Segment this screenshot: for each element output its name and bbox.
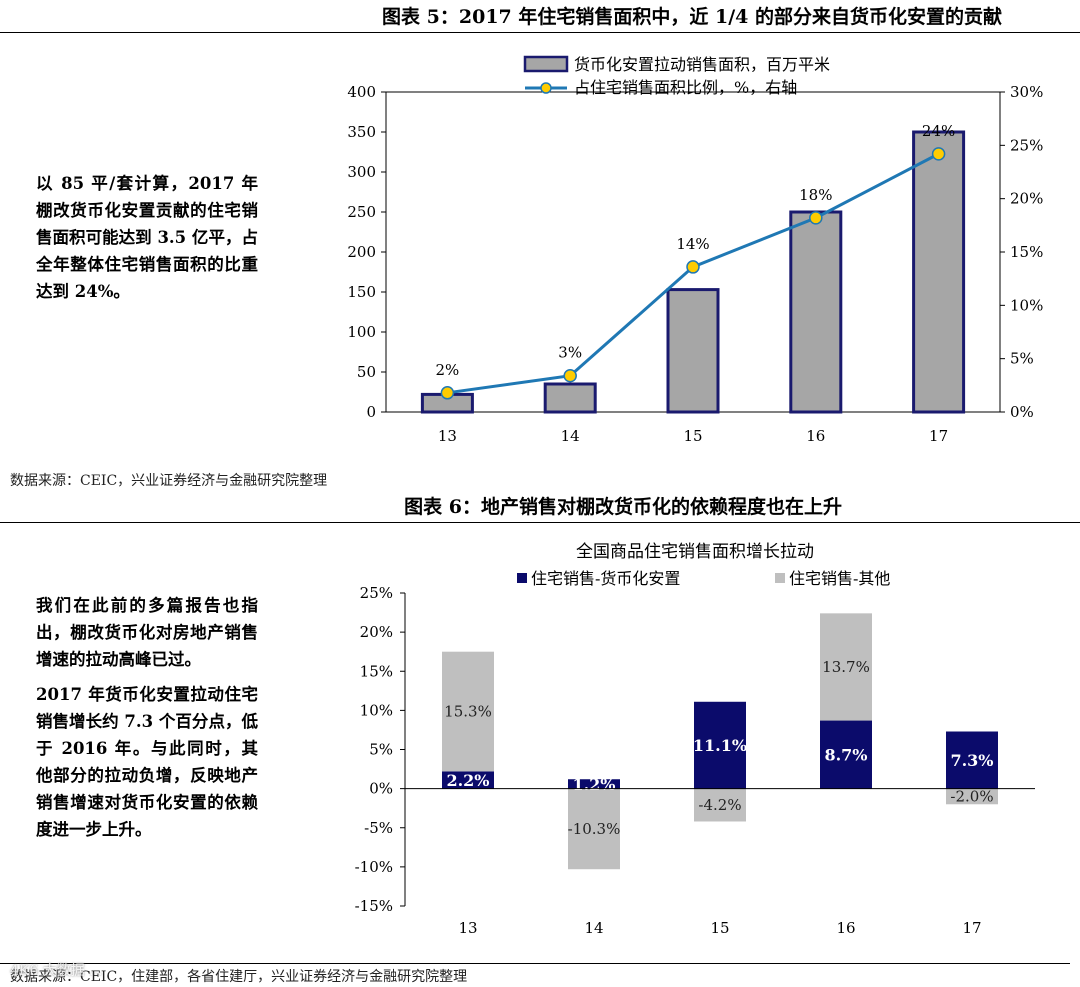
bar-other-17 xyxy=(946,788,998,805)
bar-other-14 xyxy=(568,788,620,870)
y-left-tick-label: 350 xyxy=(347,123,376,141)
figure5-header: 图表 5：2017 年住宅销售面积中，近 1/4 的部分来自货币化安置的贡献 xyxy=(0,0,1080,33)
ratio-label: 24% xyxy=(922,122,955,140)
label-hmr: 2.2% xyxy=(446,771,489,790)
label-other: 13.7% xyxy=(822,658,870,676)
bar-other-16 xyxy=(820,613,872,721)
y-tick-label: -15% xyxy=(355,897,393,915)
watermark-logo: 4K6 大数据 ... xyxy=(10,963,103,979)
x-tick-label: 17 xyxy=(962,919,981,937)
x-tick-label: 13 xyxy=(458,919,477,937)
y-tick-label: 5% xyxy=(369,741,393,759)
x-tick-label: 14 xyxy=(584,919,603,937)
x-tick-label: 16 xyxy=(806,427,825,445)
legend-label-other: 住宅销售-其他 xyxy=(789,569,890,588)
y-right-tick-label: 10% xyxy=(1010,296,1043,314)
legend-swatch-hmr xyxy=(517,573,527,583)
y-left-tick-label: 300 xyxy=(347,163,376,181)
y-tick-label: 15% xyxy=(360,662,393,680)
y-left-tick-label: 100 xyxy=(347,323,376,341)
ratio-label: 3% xyxy=(558,344,582,362)
ratio-point xyxy=(440,386,455,400)
y-right-tick-label: 15% xyxy=(1010,243,1043,261)
legend-bar-swatch xyxy=(523,55,569,73)
x-tick-label: 13 xyxy=(438,427,457,445)
y-tick-label: 0% xyxy=(369,780,393,798)
bar-hmr-16 xyxy=(820,720,872,789)
y-right-tick-label: 0% xyxy=(1010,403,1034,421)
legend-label-hmr: 住宅销售-货币化安置 xyxy=(531,569,680,588)
y-left-tick-label: 50 xyxy=(357,363,376,381)
y-right-tick-label: 30% xyxy=(1010,83,1043,101)
label-hmr: 8.7% xyxy=(824,746,867,765)
bar-other-15 xyxy=(694,788,746,822)
legend-swatch-other xyxy=(775,573,785,583)
label-hmr: 7.3% xyxy=(950,751,993,770)
y-right-tick-label: 20% xyxy=(1010,190,1043,208)
y-left-tick-label: 0 xyxy=(366,403,376,421)
ratio-label: 14% xyxy=(676,235,709,253)
figure5-chart: 0 50 100 150 200 250 300 350 400 0% 5% 10% 15% 20% 25%… xyxy=(347,55,1043,445)
legend-line-label: 占住宅销售面积比例，%，右轴 xyxy=(574,78,797,97)
bar-hmr-13 xyxy=(442,771,494,789)
bar-15 xyxy=(666,288,720,414)
figure6-source: 数据来源：CEIC，住建部，各省住建厅，兴业证券经济与金融研究院整理 xyxy=(0,963,1070,986)
label-other: -2.0% xyxy=(950,787,993,805)
bar-17 xyxy=(912,130,966,414)
y-left-tick-label: 400 xyxy=(347,83,376,101)
x-tick-label: 17 xyxy=(929,427,948,445)
figure5-source: 数据来源：CEIC，兴业证券经济与金融研究院整理 xyxy=(10,473,328,489)
legend-line-marker xyxy=(540,82,552,94)
bar-hmr-14 xyxy=(568,779,620,789)
legend-bar-label: 货币化安置拉动销售面积，百万平米 xyxy=(574,55,830,74)
x-tick-label: 16 xyxy=(836,919,855,937)
ratio-point xyxy=(686,260,700,274)
label-hmr: 1.2% xyxy=(572,775,615,794)
label-other: 15.3% xyxy=(444,703,492,721)
ratio-point xyxy=(809,211,823,225)
bar-other-13 xyxy=(442,651,494,772)
figure6-note: 我们在此前的多篇报告也指出，棚改货币化对房地产销售增速的拉动高峰已过。 2017… xyxy=(36,592,258,851)
ratio-point xyxy=(563,368,577,383)
y-left-tick-label: 250 xyxy=(347,203,376,221)
y-right-tick-label: 25% xyxy=(1010,136,1043,154)
bar-hmr-15 xyxy=(694,701,746,789)
ratio-label: 18% xyxy=(799,186,832,204)
figure6-header: 图表 6：地产销售对棚改货币化的依赖程度也在上升 xyxy=(0,490,1080,523)
x-tick-label: 15 xyxy=(710,919,729,937)
y-tick-label: -5% xyxy=(364,819,393,837)
y-tick-label: 20% xyxy=(360,623,393,641)
y-tick-label: 25% xyxy=(360,584,393,602)
y-tick-label: -10% xyxy=(355,858,393,876)
figure5-title: 图表 5：2017 年住宅销售面积中，近 1/4 的部分来自货币化安置的贡献 xyxy=(382,6,1002,28)
x-tick-label: 15 xyxy=(683,427,702,445)
label-hmr: 11.1% xyxy=(693,736,747,755)
label-other: -4.2% xyxy=(698,796,741,814)
ratio-label: 2% xyxy=(436,361,460,379)
y-left-tick-label: 200 xyxy=(347,243,376,261)
y-left-tick-label: 150 xyxy=(347,283,376,301)
bar-14 xyxy=(543,382,597,414)
y-right-tick-label: 5% xyxy=(1010,350,1034,368)
figure5-note: 以 85 平/套计算，2017 年棚改货币化安置贡献的住宅销售面积可能达到 3.… xyxy=(36,170,258,313)
bar-16 xyxy=(789,210,843,414)
figure6-note-p1: 我们在此前的多篇报告也指出，棚改货币化对房地产销售增速的拉动高峰已过。 xyxy=(36,596,258,669)
ratio-point xyxy=(931,147,946,161)
figure5-note-text: 以 85 平/套计算，2017 年棚改货币化安置贡献的住宅销售面积可能达到 3.… xyxy=(36,174,258,301)
y-tick-label: 10% xyxy=(360,701,393,719)
label-other: -10.3% xyxy=(568,820,621,838)
figure6-title: 图表 6：地产销售对棚改货币化的依赖程度也在上升 xyxy=(404,496,842,518)
chart-title: 全国商品住宅销售面积增长拉动 xyxy=(576,542,814,562)
x-tick-label: 14 xyxy=(561,427,580,445)
figure6-note-p2: 2017 年货币化安置拉动住宅销售增长约 7.3 个百分点，低于 2016 年。… xyxy=(36,685,258,839)
bar-hmr-17 xyxy=(946,731,998,789)
